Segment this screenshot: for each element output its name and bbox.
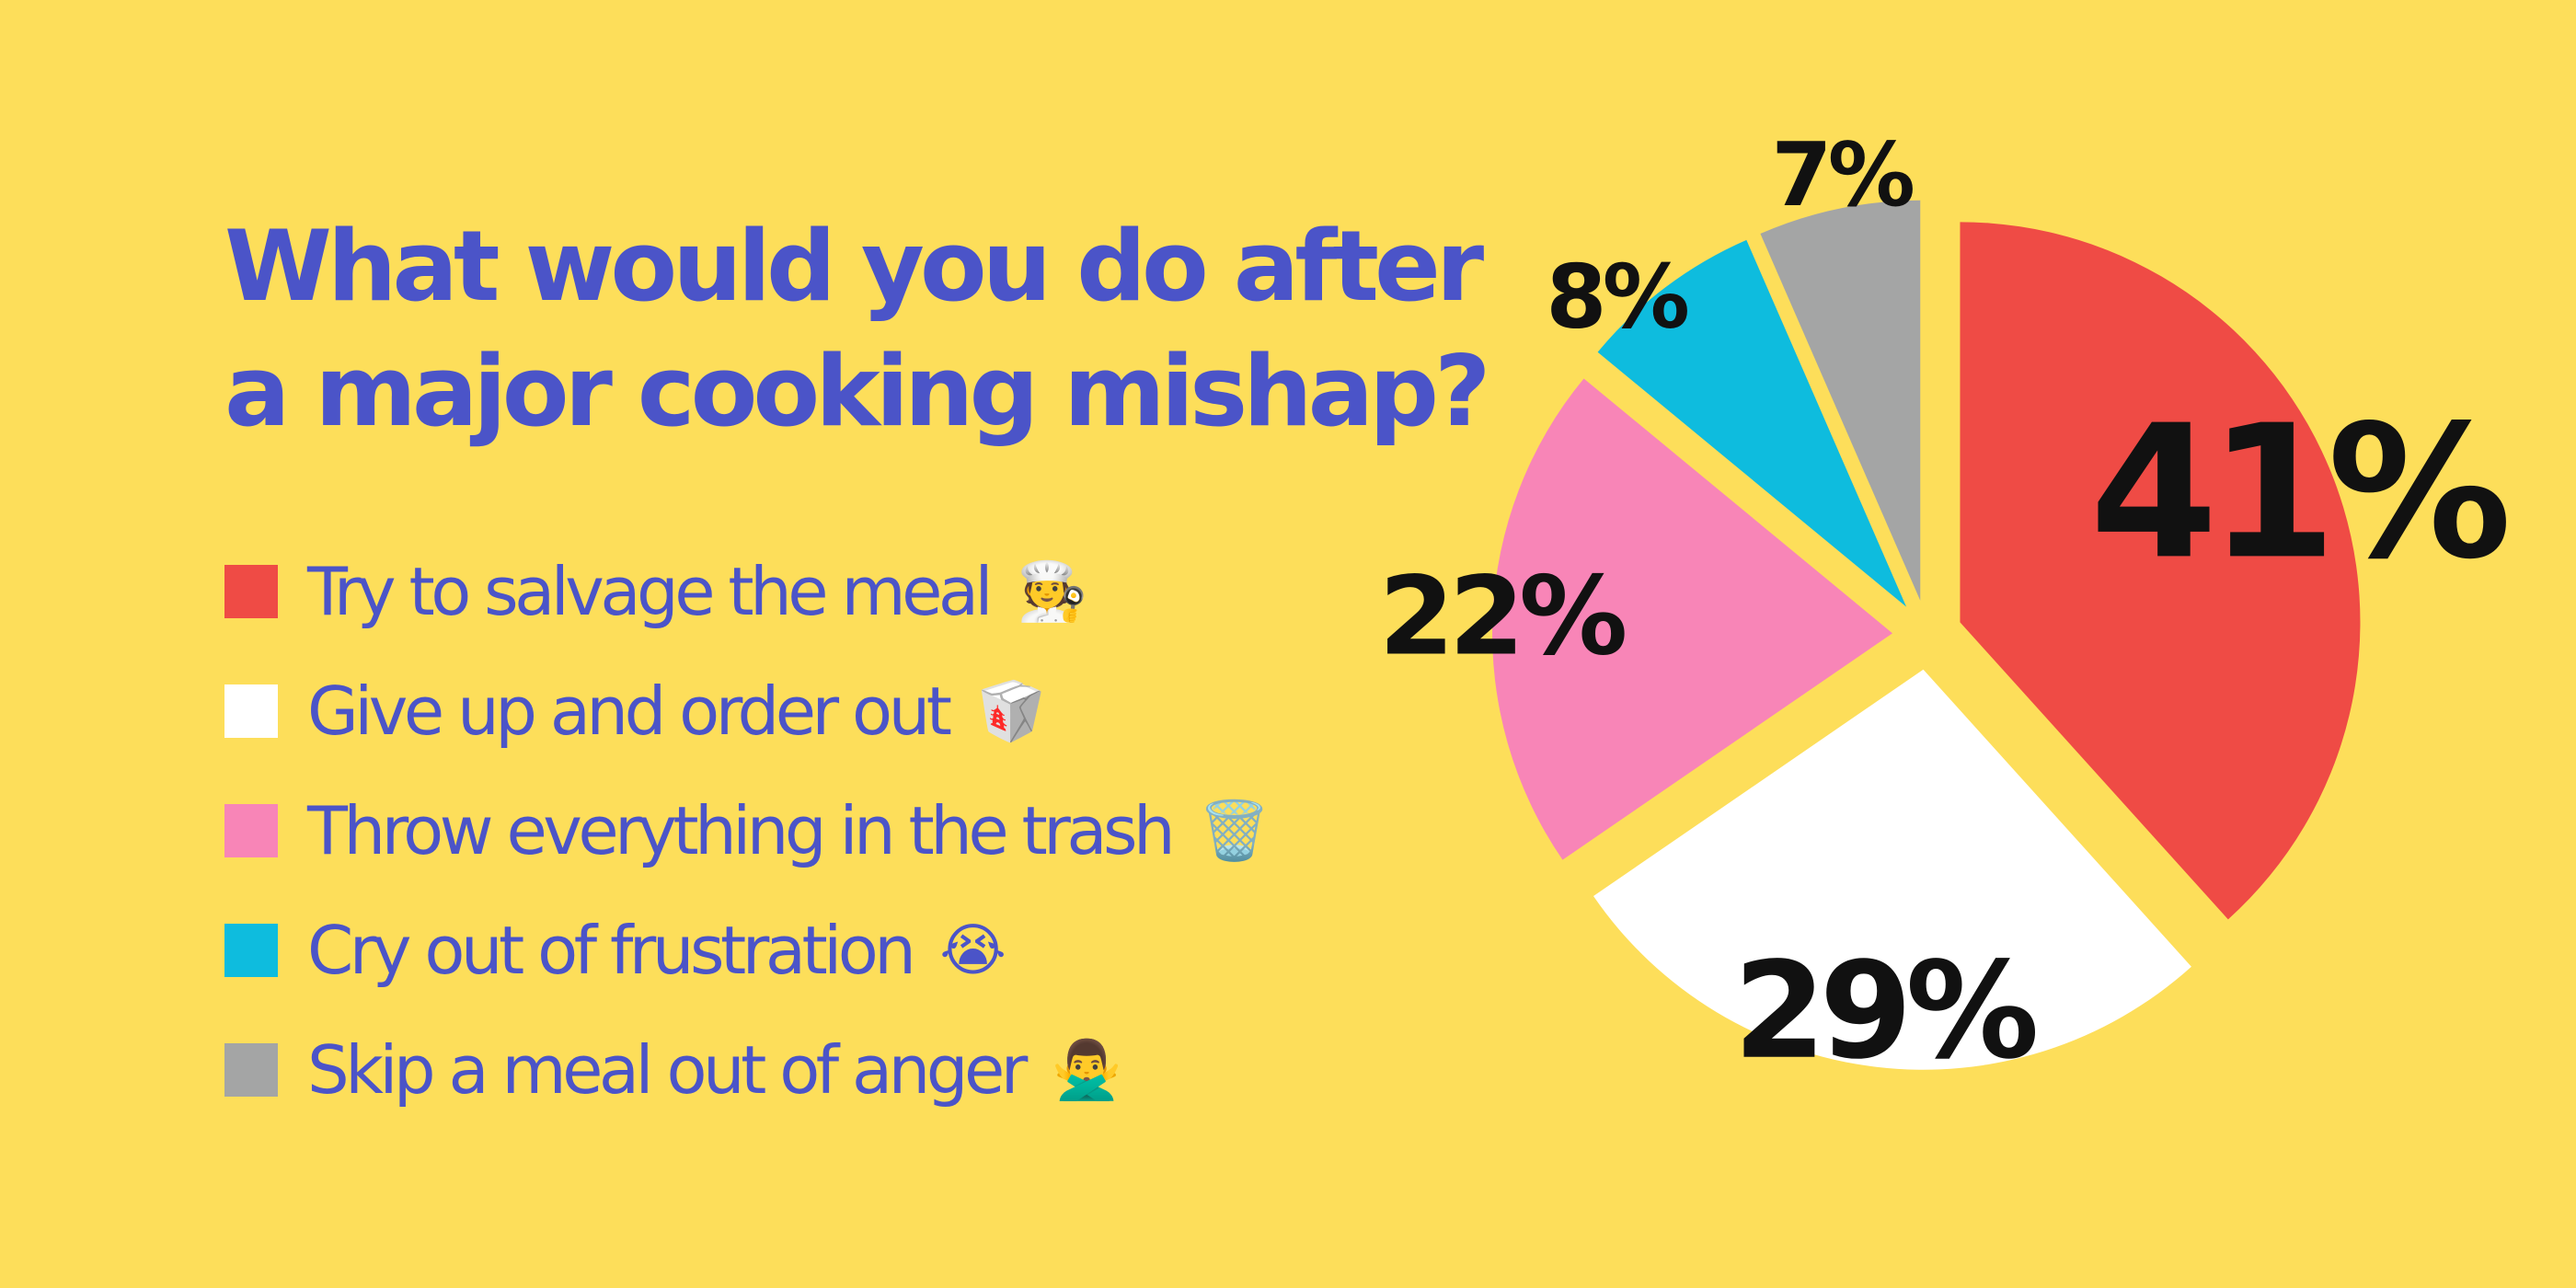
legend-swatch-gray (224, 1043, 278, 1097)
legend-label: Skip a meal out of anger (307, 1031, 1028, 1109)
legend-swatch-white (224, 684, 278, 738)
cook-icon: 🧑‍🍳 (1017, 558, 1088, 625)
pie-slice-4 (1597, 239, 1907, 607)
page-title: What would you do after a major cooking … (224, 204, 1512, 454)
pie-label-2: 29% (1733, 934, 2035, 1089)
pie-slice-5 (1760, 200, 1921, 601)
legend-swatch-red (224, 565, 278, 618)
legend-item-order-out: Give up and order out 🥡 (224, 651, 1270, 771)
pie-slice-3 (1492, 378, 1893, 860)
pie-label-3: 22% (1379, 553, 1625, 680)
legend-label: Throw everything in the trash (307, 792, 1176, 869)
legend-swatch-blue (224, 924, 278, 977)
pie-slice-2 (1593, 669, 2191, 1070)
legend-item-skip-meal: Skip a meal out of anger 🙅‍♂️ (224, 1010, 1270, 1130)
pie-label-1: 41% (2090, 385, 2507, 600)
title-line-1: What would you do after (224, 210, 1484, 323)
legend-label: Try to salvage the meal (307, 553, 994, 630)
legend-label: Give up and order out (307, 673, 952, 750)
pie-slice-1 (1960, 222, 2361, 920)
pie-label-4: 8% (1546, 247, 1687, 348)
takeout-box-icon: 🥡 (975, 677, 1047, 744)
pie-label-5: 7% (1771, 125, 1913, 226)
chart-legend: Try to salvage the meal 🧑‍🍳 Give up and … (224, 532, 1270, 1130)
title-line-2: a major cooking mishap? (224, 335, 1491, 448)
legend-label: Cry out of frustration (307, 912, 916, 989)
legend-item-salvage: Try to salvage the meal 🧑‍🍳 (224, 532, 1270, 651)
gesturing-no-icon: 🙅‍♂️ (1051, 1036, 1123, 1103)
crying-face-icon: 😭 (939, 916, 1006, 983)
wastebasket-icon: 🗑️ (1199, 797, 1271, 864)
legend-item-trash: Throw everything in the trash 🗑️ (224, 771, 1270, 891)
legend-swatch-pink (224, 804, 278, 857)
legend-item-cry: Cry out of frustration 😭 (224, 891, 1270, 1010)
